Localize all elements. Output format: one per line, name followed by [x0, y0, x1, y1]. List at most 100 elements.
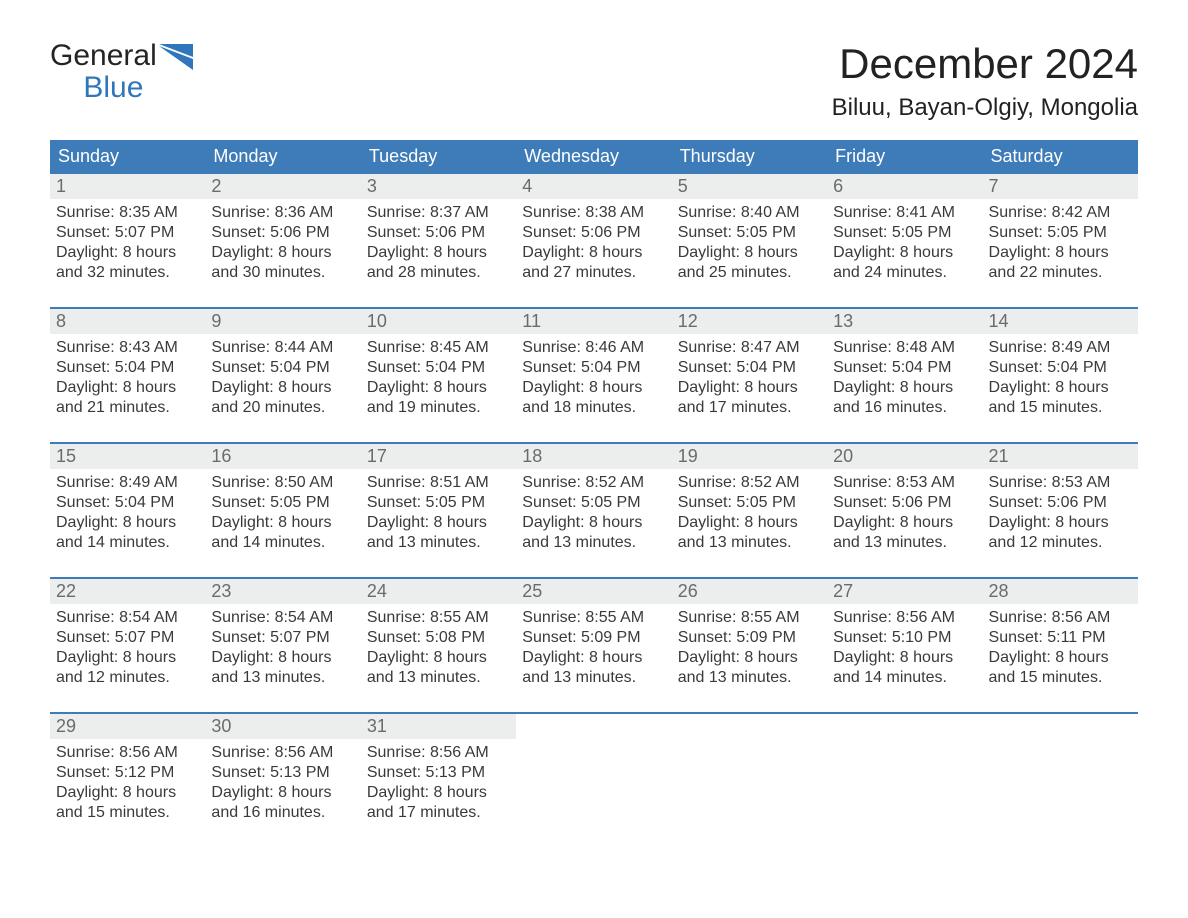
brand-line1: General: [50, 39, 157, 72]
calendar-day-cell: 19Sunrise: 8:52 AMSunset: 5:05 PMDayligh…: [672, 444, 827, 559]
calendar-day-cell: 3 Sunrise: 8:37 AMSunset: 5:06 PMDaylight…: [361, 174, 516, 289]
calendar-day-cell: 9 Sunrise: 8:44 AMSunset: 5:04 PMDaylight…: [205, 309, 360, 424]
day-number: 2: [211, 176, 221, 196]
weekday-header: Tuesday: [361, 146, 516, 167]
day-number: 27: [833, 581, 853, 601]
day-number: 23: [211, 581, 231, 601]
day-details: Sunrise: 8:36 AMSunset: 5:06 PMDaylight:…: [211, 203, 354, 283]
day-details: Sunrise: 8:49 AMSunset: 5:04 PMDaylight:…: [56, 473, 199, 553]
calendar-day-cell: 29Sunrise: 8:56 AMSunset: 5:12 PMDayligh…: [50, 714, 205, 829]
calendar-day-cell: 17Sunrise: 8:51 AMSunset: 5:05 PMDayligh…: [361, 444, 516, 559]
calendar-day-cell: [516, 714, 671, 829]
calendar-day-cell: 20 Sunrise: 8:53 AMSunset: 5:06 PMDayligh…: [827, 444, 982, 559]
calendar-day-cell: 26 Sunrise: 8:55 AMSunset: 5:09 PMDayligh…: [672, 579, 827, 694]
calendar-day-cell: 12 Sunrise: 8:47 AMSunset: 5:04 PMDayligh…: [672, 309, 827, 424]
day-details: Sunrise: 8:55 AMSunset: 5:08 PMDaylight:…: [367, 608, 510, 688]
day-number: 14: [989, 311, 1009, 331]
day-details: Sunrise: 8:53 AMSunset: 5:06 PMDaylight:…: [989, 473, 1132, 553]
calendar-day-cell: 4 Sunrise: 8:38 AMSunset: 5:06 PMDaylight…: [516, 174, 671, 289]
day-details: Sunrise: 8:38 AMSunset: 5:06 PMDaylight:…: [522, 203, 665, 283]
calendar-day-cell: 21 Sunrise: 8:53 AMSunset: 5:06 PMDayligh…: [983, 444, 1138, 559]
day-number: 26: [678, 581, 698, 601]
day-details: Sunrise: 8:41 AMSunset: 5:05 PMDaylight:…: [833, 203, 976, 283]
calendar-day-cell: 23 Sunrise: 8:54 AMSunset: 5:07 PMDayligh…: [205, 579, 360, 694]
calendar-day-cell: 14 Sunrise: 8:49 AMSunset: 5:04 PMDayligh…: [983, 309, 1138, 424]
calendar-day-cell: 13 Sunrise: 8:48 AMSunset: 5:04 PMDayligh…: [827, 309, 982, 424]
day-details: Sunrise: 8:55 AMSunset: 5:09 PMDaylight:…: [522, 608, 665, 688]
location-subtitle: Biluu, Bayan-Olgiy, Mongolia: [832, 94, 1138, 122]
day-number: 6: [833, 176, 843, 196]
day-details: Sunrise: 8:55 AMSunset: 5:09 PMDaylight:…: [678, 608, 821, 688]
day-number: 25: [522, 581, 542, 601]
calendar-day-cell: 10Sunrise: 8:45 AMSunset: 5:04 PMDayligh…: [361, 309, 516, 424]
weekday-header: Sunday: [50, 146, 205, 167]
day-number: 21: [989, 446, 1009, 466]
calendar-day-cell: 15 Sunrise: 8:49 AMSunset: 5:04 PMDayligh…: [50, 444, 205, 559]
day-number: 4: [522, 176, 532, 196]
day-details: Sunrise: 8:56 AMSunset: 5:13 PMDaylight:…: [211, 743, 354, 823]
calendar-day-cell: 27 Sunrise: 8:56 AMSunset: 5:10 PMDayligh…: [827, 579, 982, 694]
day-number: 12: [678, 311, 698, 331]
calendar: SundayMondayTuesdayWednesdayThursdayFrid…: [50, 140, 1138, 829]
day-number: 17: [367, 446, 387, 466]
calendar-day-cell: 28 Sunrise: 8:56 AMSunset: 5:11 PMDayligh…: [983, 579, 1138, 694]
calendar-day-cell: 22 Sunrise: 8:54 AMSunset: 5:07 PMDayligh…: [50, 579, 205, 694]
weekday-header: Friday: [827, 146, 982, 167]
weekday-header: Wednesday: [516, 146, 671, 167]
brand-logo: General Blue: [50, 40, 193, 103]
day-details: Sunrise: 8:35 AMSunset: 5:07 PMDaylight:…: [56, 203, 199, 283]
day-number: 30: [211, 716, 231, 736]
day-number: 18: [522, 446, 542, 466]
calendar-day-cell: 16Sunrise: 8:50 AMSunset: 5:05 PMDayligh…: [205, 444, 360, 559]
day-details: Sunrise: 8:56 AMSunset: 5:12 PMDaylight:…: [56, 743, 199, 823]
day-number: 15: [56, 446, 76, 466]
day-number: 7: [989, 176, 999, 196]
day-details: Sunrise: 8:47 AMSunset: 5:04 PMDaylight:…: [678, 338, 821, 418]
calendar-week: 22 Sunrise: 8:54 AMSunset: 5:07 PMDayligh…: [50, 577, 1138, 694]
day-number: 3: [367, 176, 377, 196]
day-details: Sunrise: 8:44 AMSunset: 5:04 PMDaylight:…: [211, 338, 354, 418]
day-details: Sunrise: 8:49 AMSunset: 5:04 PMDaylight:…: [989, 338, 1132, 418]
day-details: Sunrise: 8:52 AMSunset: 5:05 PMDaylight:…: [678, 473, 821, 553]
day-number: 8: [56, 311, 66, 331]
day-number: 20: [833, 446, 853, 466]
day-number: 24: [367, 581, 387, 601]
day-number: 22: [56, 581, 76, 601]
calendar-day-cell: 30 Sunrise: 8:56 AMSunset: 5:13 PMDayligh…: [205, 714, 360, 829]
brand-flag-icon: [159, 44, 193, 70]
calendar-week: 8 Sunrise: 8:43 AMSunset: 5:04 PMDaylight…: [50, 307, 1138, 424]
day-details: Sunrise: 8:54 AMSunset: 5:07 PMDaylight:…: [211, 608, 354, 688]
day-number: 13: [833, 311, 853, 331]
calendar-day-cell: 5Sunrise: 8:40 AMSunset: 5:05 PMDaylight…: [672, 174, 827, 289]
calendar-day-cell: 1 Sunrise: 8:35 AMSunset: 5:07 PMDaylight…: [50, 174, 205, 289]
day-number: 1: [56, 176, 66, 196]
weekday-header: Monday: [205, 146, 360, 167]
day-details: Sunrise: 8:42 AMSunset: 5:05 PMDaylight:…: [989, 203, 1132, 283]
calendar-day-cell: 24 Sunrise: 8:55 AMSunset: 5:08 PMDayligh…: [361, 579, 516, 694]
day-number: 16: [211, 446, 231, 466]
day-details: Sunrise: 8:40 AMSunset: 5:05 PMDaylight:…: [678, 203, 821, 283]
calendar-day-cell: 2 Sunrise: 8:36 AMSunset: 5:06 PMDaylight…: [205, 174, 360, 289]
day-details: Sunrise: 8:54 AMSunset: 5:07 PMDaylight:…: [56, 608, 199, 688]
day-number: 28: [989, 581, 1009, 601]
day-details: Sunrise: 8:37 AMSunset: 5:06 PMDaylight:…: [367, 203, 510, 283]
day-number: 10: [367, 311, 387, 331]
weekday-header: Saturday: [983, 146, 1138, 167]
day-details: Sunrise: 8:48 AMSunset: 5:04 PMDaylight:…: [833, 338, 976, 418]
calendar-day-cell: 6 Sunrise: 8:41 AMSunset: 5:05 PMDaylight…: [827, 174, 982, 289]
weekday-header-row: SundayMondayTuesdayWednesdayThursdayFrid…: [50, 140, 1138, 172]
calendar-day-cell: [672, 714, 827, 829]
calendar-week: 15 Sunrise: 8:49 AMSunset: 5:04 PMDayligh…: [50, 442, 1138, 559]
weekday-header: Thursday: [672, 146, 827, 167]
day-details: Sunrise: 8:53 AMSunset: 5:06 PMDaylight:…: [833, 473, 976, 553]
day-details: Sunrise: 8:56 AMSunset: 5:10 PMDaylight:…: [833, 608, 976, 688]
day-number: 11: [522, 311, 541, 331]
day-number: 9: [211, 311, 221, 331]
calendar-day-cell: 8 Sunrise: 8:43 AMSunset: 5:04 PMDaylight…: [50, 309, 205, 424]
calendar-week: 1 Sunrise: 8:35 AMSunset: 5:07 PMDaylight…: [50, 172, 1138, 289]
calendar-day-cell: 31Sunrise: 8:56 AMSunset: 5:13 PMDayligh…: [361, 714, 516, 829]
calendar-day-cell: 7 Sunrise: 8:42 AMSunset: 5:05 PMDaylight…: [983, 174, 1138, 289]
day-details: Sunrise: 8:56 AMSunset: 5:11 PMDaylight:…: [989, 608, 1132, 688]
day-details: Sunrise: 8:52 AMSunset: 5:05 PMDaylight:…: [522, 473, 665, 553]
day-details: Sunrise: 8:43 AMSunset: 5:04 PMDaylight:…: [56, 338, 199, 418]
